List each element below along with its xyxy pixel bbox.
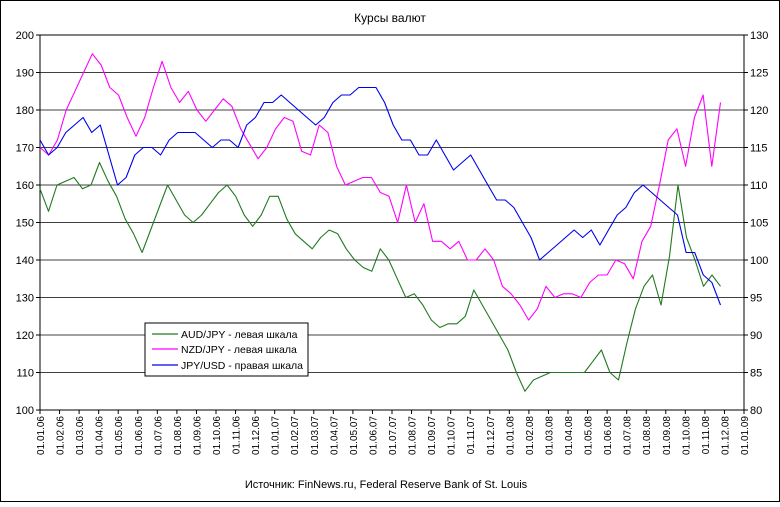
x-tick-label: 01.05.08 [584,416,595,455]
right-tick-label: 105 [750,218,768,230]
x-tick-label: 01.07.06 [153,416,164,455]
chart-title: Курсы валют [354,11,426,25]
right-tick-label: 115 [750,143,768,155]
left-tick-label: 100 [16,405,34,417]
x-tick-label: 01.11.08 [701,416,712,455]
left-tick-label: 180 [16,105,34,117]
left-tick-label: 140 [16,255,34,267]
x-tick-label: 01.02.07 [290,416,301,455]
source-caption: Источник: FinNews.ru, Federal Reserve Ba… [245,479,528,491]
left-tick-label: 160 [16,180,34,192]
x-tick-label: 01.09.08 [662,416,673,455]
x-axis: 01.01.06 01.02.06 01.03.06 01.04.06 01.05.06… [36,410,751,455]
series-line-0 [39,161,721,392]
x-tick-label: 01.12.07 [486,416,497,455]
x-tick-label: 01.08.06 [173,416,184,455]
legend-label-jpyusd: JPY/USD - правая шкала [181,360,303,372]
x-tick-label: 01.09.06 [192,416,203,455]
left-tick-label: 200 [16,30,34,42]
x-tick-label: 01.07.07 [388,416,399,455]
x-tick-label: 01.01.09 [740,416,751,455]
x-tick-label: 01.04.07 [329,416,340,455]
x-tick-label: 01.08.07 [408,416,419,455]
right-y-axis: 80 85 90 95 100 105 110 115 120 125 130 [744,30,768,417]
x-tick-label: 01.05.06 [114,416,125,455]
right-tick-label: 120 [750,105,768,117]
x-tick-label: 01.02.06 [56,416,67,455]
right-tick-label: 80 [750,405,762,417]
x-tick-label: 01.04.06 [95,416,106,455]
x-tick-label: 01.01.07 [271,416,282,455]
x-tick-label: 01.10.08 [681,416,692,455]
x-tick-label: 01.10.07 [447,416,458,455]
x-tick-label: 01.06.08 [603,416,614,455]
x-tick-label: 01.06.06 [134,416,145,455]
x-tick-label: 01.04.08 [564,416,575,455]
x-tick-label: 01.01.08 [505,416,516,455]
right-tick-label: 85 [750,368,762,380]
x-tick-label: 01.12.06 [251,416,262,455]
series-lines [39,53,722,392]
left-y-axis: 100 110 120 130 140 150 160 170 180 190 200 [16,30,40,417]
left-tick-label: 120 [16,330,34,342]
x-tick-label: 01.12.08 [720,416,731,455]
x-tick-label: 01.10.06 [212,416,223,455]
right-tick-label: 95 [750,293,762,305]
legend: AUD/JPY - левая шкала NZD/JPY - левая шк… [144,322,309,377]
x-tick-label: 01.06.07 [368,416,379,455]
series-line-2 [39,86,722,306]
x-tick-label: 01.03.06 [75,416,86,455]
left-tick-label: 190 [16,68,34,80]
right-tick-label: 90 [750,330,762,342]
x-tick-label: 01.02.08 [525,416,536,455]
left-tick-label: 150 [16,218,34,230]
x-tick-label: 01.11.07 [466,416,477,455]
series-line-1 [39,53,722,321]
left-tick-label: 130 [16,293,34,305]
x-tick-label: 01.03.08 [544,416,555,455]
legend-label-nzdjpy: NZD/JPY - левая шкала [181,344,297,356]
left-tick-label: 110 [16,368,34,380]
right-tick-label: 100 [750,255,768,267]
legend-label-audjpy: AUD/JPY - левая шкала [181,329,298,341]
x-tick-label: 01.11.06 [232,416,243,455]
x-tick-label: 01.03.07 [310,416,321,455]
x-tick-label: 01.08.08 [642,416,653,455]
left-tick-label: 170 [16,143,34,155]
x-tick-label: 01.01.06 [36,416,47,455]
right-tick-label: 125 [750,68,768,80]
x-tick-label: 01.07.08 [623,416,634,455]
x-tick-label: 01.05.07 [349,416,360,455]
right-tick-label: 110 [750,180,768,192]
right-tick-label: 130 [750,30,768,42]
x-tick-label: 01.09.07 [427,416,438,455]
